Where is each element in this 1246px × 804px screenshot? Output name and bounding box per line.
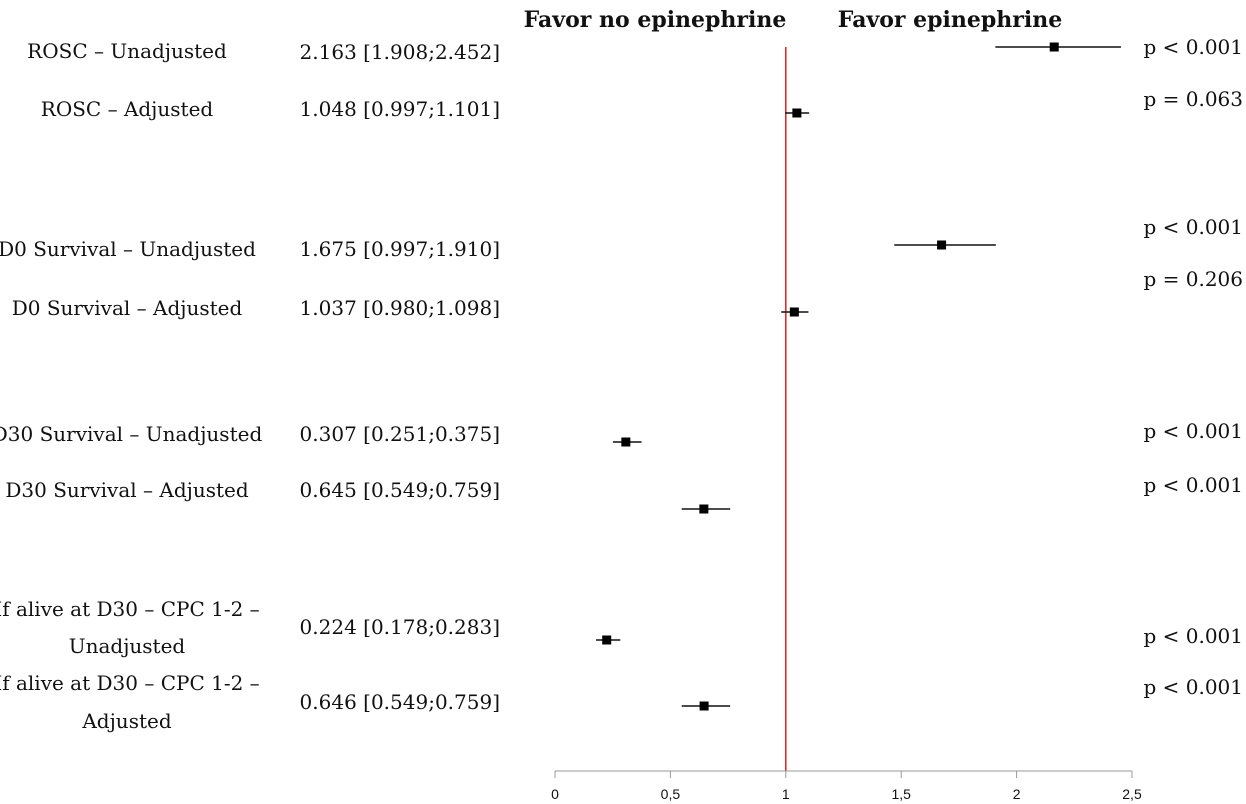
estimate-text: 1.037 [0.980;1.098] (300, 296, 500, 320)
forest-row: D0 Survival – Unadjusted 1.675 [0.997;1.9… (0, 215, 1243, 261)
point-estimate-marker (699, 701, 709, 711)
row-label: D30 Survival – Adjusted (5, 478, 248, 502)
row-label: Unadjusted (69, 634, 186, 658)
x-tick-label: 0 (551, 786, 559, 802)
p-value: p < 0.001 (1143, 215, 1243, 239)
row-label: ROSC – Adjusted (41, 97, 214, 121)
estimate-text: 0.224 [0.178;0.283] (300, 615, 500, 639)
x-tick-label: 1 (782, 786, 790, 802)
row-label: If alive at D30 – CPC 1-2 – (0, 597, 260, 621)
row-label: Adjusted (81, 709, 171, 733)
p-value: p < 0.001 (1143, 675, 1243, 699)
forest-rows: ROSC – Unadjusted 2.163 [1.908;2.452] p < … (0, 35, 1243, 771)
point-estimate-marker (1049, 42, 1059, 52)
point-estimate-marker (937, 240, 947, 250)
row-label: D0 Survival – Unadjusted (0, 237, 256, 261)
p-value: p < 0.001 (1143, 473, 1243, 497)
estimate-text: 1.675 [0.997;1.910] (300, 237, 500, 261)
forest-row: If alive at D30 – CPC 1-2 – Adjusted 0.646… (0, 671, 1243, 733)
point-estimate-marker (699, 504, 709, 514)
forest-row: ROSC – Adjusted 1.048 [0.997;1.101] p = 0.… (41, 87, 1243, 121)
forest-row: D0 Survival – Adjusted 1.037 [0.980;1.098… (12, 267, 1243, 320)
estimate-text: 0.645 [0.549;0.759] (300, 478, 500, 502)
row-label: D30 Survival – Unadjusted (0, 422, 262, 446)
p-value: p = 0.206 (1143, 267, 1243, 291)
x-tick-label: 2 (1013, 786, 1021, 802)
point-estimate-marker (621, 437, 631, 447)
p-value: p < 0.001 (1143, 419, 1243, 443)
p-value: p = 0.063 (1143, 87, 1243, 111)
forest-row: ROSC – Unadjusted 2.163 [1.908;2.452] p < … (27, 35, 1243, 64)
x-tick-label: 2,5 (1122, 786, 1142, 802)
x-tick-label: 0,5 (661, 786, 681, 802)
point-estimate-marker (789, 307, 799, 317)
p-value: p < 0.001 (1143, 35, 1243, 59)
header-favor-epinephrine: Favor epinephrine (838, 7, 1062, 33)
row-label: D0 Survival – Adjusted (12, 296, 243, 320)
row-label: If alive at D30 – CPC 1-2 – (0, 671, 260, 695)
p-value: p < 0.001 (1143, 624, 1243, 648)
estimate-text: 0.646 [0.549;0.759] (300, 690, 500, 714)
x-tick-label: 1,5 (891, 786, 911, 802)
x-axis: 0 0,5 1 1,5 2 2,5 (551, 770, 1142, 802)
estimate-text: 2.163 [1.908;2.452] (300, 40, 500, 64)
forest-row: If alive at D30 – CPC 1-2 – Unadjusted 0.2… (0, 597, 1243, 658)
forest-row: D30 Survival – Adjusted 0.645 [0.549;0.75… (5, 473, 1243, 514)
estimate-text: 0.307 [0.251;0.375] (300, 422, 500, 446)
estimate-text: 1.048 [0.997;1.101] (300, 97, 500, 121)
row-label: ROSC – Unadjusted (27, 39, 227, 63)
point-estimate-marker (792, 108, 802, 118)
forest-row: D30 Survival – Unadjusted 0.307 [0.251;0.… (0, 419, 1243, 447)
point-estimate-marker (602, 635, 612, 645)
header-favor-no-epinephrine: Favor no epinephrine (524, 7, 787, 33)
